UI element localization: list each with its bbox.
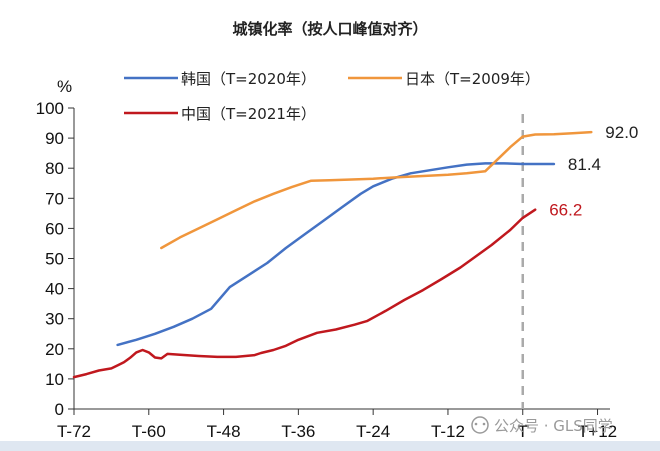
- y-ticks: 0 10 20 30 40 50 60 70 80 90 100: [36, 99, 74, 419]
- end-label-china: 66.2: [549, 201, 582, 220]
- wechat-icon-dot: [474, 422, 478, 426]
- y-tick-label: 40: [45, 280, 64, 299]
- series-line-china: [72, 208, 537, 379]
- legend-label-korea: 韩国（T=2020年）: [181, 70, 316, 88]
- x-tick-label: T-48: [207, 422, 241, 441]
- y-axis-unit-label: %: [57, 77, 72, 96]
- series-line-korea: [116, 162, 556, 347]
- y-tick-label: 80: [45, 159, 64, 178]
- y-tick-label: 90: [45, 129, 64, 148]
- x-tick-label: T-72: [57, 422, 91, 441]
- x-axis: T-72 T-60 T-48 T-36 T-24 T-12 T T+12: [57, 408, 617, 441]
- x-tick-label: T-36: [281, 422, 315, 441]
- legend-label-japan: 日本（T=2009年）: [405, 70, 540, 88]
- wechat-icon-dot: [482, 422, 486, 426]
- y-tick-label: 0: [55, 400, 64, 419]
- y-tick-label: 30: [45, 310, 64, 329]
- x-tick-label: T-24: [356, 422, 390, 441]
- chart-title: 城镇化率（按人口峰值对齐）: [232, 20, 427, 38]
- x-tick-label: T-60: [132, 422, 166, 441]
- end-label-japan: 92.0: [605, 123, 638, 142]
- end-labels: 81.492.0 66.2: [549, 123, 638, 220]
- x-tick-label: T-12: [431, 422, 465, 441]
- series-line-japan: [160, 130, 593, 250]
- legend-item-japan: 日本（T=2009年）: [348, 70, 540, 88]
- watermark: 公众号 · GLS同学: [471, 416, 613, 435]
- watermark-text: 公众号 · GLS同学: [494, 417, 613, 435]
- legend-item-korea: 韩国（T=2020年）: [124, 70, 316, 88]
- wechat-icon: [471, 416, 489, 434]
- legend-item-china: 中国（T=2021年）: [124, 105, 316, 123]
- y-tick-label: 20: [45, 340, 64, 359]
- x-tick-label: T+12: [578, 422, 617, 441]
- legend: 韩国（T=2020年） 日本（T=2009年） 中国（T=2021年）: [124, 70, 540, 123]
- x-tick-label: T: [518, 422, 528, 441]
- legend-label-china: 中国（T=2021年）: [181, 105, 316, 123]
- end-label-korea: 81.4: [568, 155, 601, 174]
- y-tick-label: 50: [45, 250, 64, 269]
- series-layer: [72, 130, 593, 379]
- y-tick-label: 70: [45, 189, 64, 208]
- y-tick-label: 10: [45, 370, 64, 389]
- bottom-strip: [0, 441, 660, 451]
- y-tick-label: 60: [45, 219, 64, 238]
- y-tick-label: 100: [36, 99, 64, 118]
- y-axis: % 0 10 20 30 40 50 60 70 80 90 100: [36, 77, 75, 419]
- x-ticks: T-72 T-60 T-48 T-36 T-24 T-12 T T+12: [57, 409, 617, 441]
